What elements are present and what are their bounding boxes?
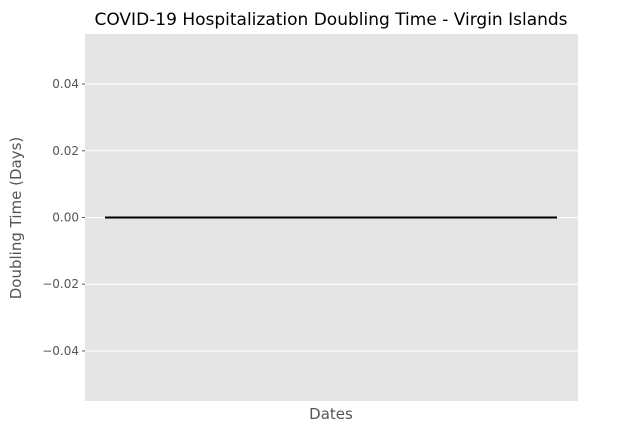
y-tick-labels: −0.04 −0.02 0.00 0.02 0.04 bbox=[42, 77, 85, 358]
y-tick-label: 0.04 bbox=[52, 77, 79, 91]
y-axis-label: Doubling Time (Days) bbox=[7, 137, 25, 300]
y-tick-label: 0.02 bbox=[52, 144, 79, 158]
y-tick-label: −0.04 bbox=[42, 344, 79, 358]
chart-title: COVID-19 Hospitalization Doubling Time -… bbox=[94, 10, 567, 30]
y-tick-label: 0.00 bbox=[52, 211, 79, 225]
y-tick-label: −0.02 bbox=[42, 277, 79, 291]
x-axis-label: Dates bbox=[309, 405, 353, 423]
